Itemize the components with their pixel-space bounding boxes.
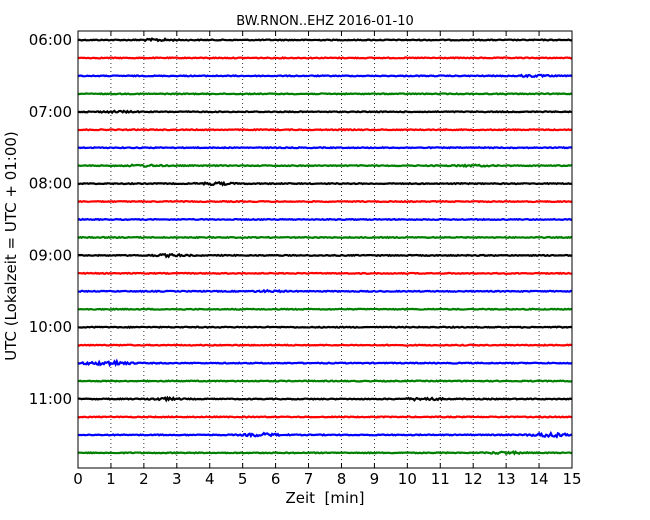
x-tick-label: 5: [238, 470, 248, 488]
x-tick-label: 6: [271, 470, 281, 488]
trace-row-0945: [77, 307, 573, 311]
y-tick-label: 11:00: [29, 390, 72, 408]
x-tick-label: 13: [497, 470, 516, 488]
y-tick-label: 09:00: [29, 246, 72, 264]
x-tick-label: 2: [139, 470, 149, 488]
x-tick-label: 4: [205, 470, 215, 488]
y-tick-label: 08:00: [29, 175, 72, 193]
trace-row-1115: [77, 415, 573, 419]
trace-row-0730: [77, 145, 573, 150]
plot-frame: [77, 30, 573, 469]
x-tick-label: 11: [431, 470, 450, 488]
trace-row-0645: [77, 92, 573, 96]
trace-row-0615: [77, 56, 573, 60]
trace-row-0815: [77, 199, 573, 204]
grid-lines: [110, 31, 540, 468]
trace-row-0700: [77, 109, 573, 115]
y-tick-label: 06:00: [29, 31, 72, 49]
trace-row-0830: [77, 217, 573, 222]
trace-row-1000: [77, 325, 573, 329]
x-tick-label: 1: [106, 470, 116, 488]
x-tick-label: 0: [73, 470, 83, 488]
y-tick-label: 10:00: [29, 318, 72, 336]
trace-row-1130: [78, 430, 573, 439]
seismogram-traces: [77, 37, 573, 456]
trace-row-0600: [77, 37, 573, 43]
trace-row-0630: [77, 73, 573, 79]
trace-row-0915: [77, 271, 573, 276]
trace-row-1030: [77, 358, 573, 368]
x-tick-label: 8: [337, 470, 347, 488]
x-tick-label: 3: [172, 470, 182, 488]
y-tick-label: 07:00: [29, 103, 72, 121]
trace-row-0800: [77, 180, 573, 187]
trace-row-0900: [77, 252, 573, 259]
x-tick-label: 7: [304, 470, 314, 488]
y-axis-ticks: 06:00 07:00 08:00 09:00 10:00 11:00: [29, 31, 572, 408]
x-axis-label: Zeit [min]: [285, 489, 364, 507]
trace-row-1045: [77, 379, 573, 383]
trace-row-1145: [77, 450, 573, 456]
trace-row-0930: [77, 288, 573, 294]
trace-row-1015: [77, 343, 573, 347]
x-tick-label: 15: [562, 470, 581, 488]
trace-row-0845: [77, 235, 573, 240]
x-tick-label: 14: [530, 470, 549, 488]
x-tick-label: 10: [398, 470, 417, 488]
x-tick-label: 9: [370, 470, 380, 488]
y-axis-label: UTC (Lokalzeit = UTC + 01:00): [2, 131, 20, 361]
x-axis-ticks: 0 1 2 3 4 5 6 7 8 9 10 11 12 13 14 15: [73, 31, 582, 488]
x-tick-label: 12: [464, 470, 483, 488]
trace-row-1100: [77, 395, 573, 403]
trace-row-0745: [77, 163, 572, 168]
trace-row-0715: [77, 127, 573, 132]
chart-title: BW.RNON..EHZ 2016-01-10: [236, 14, 414, 29]
